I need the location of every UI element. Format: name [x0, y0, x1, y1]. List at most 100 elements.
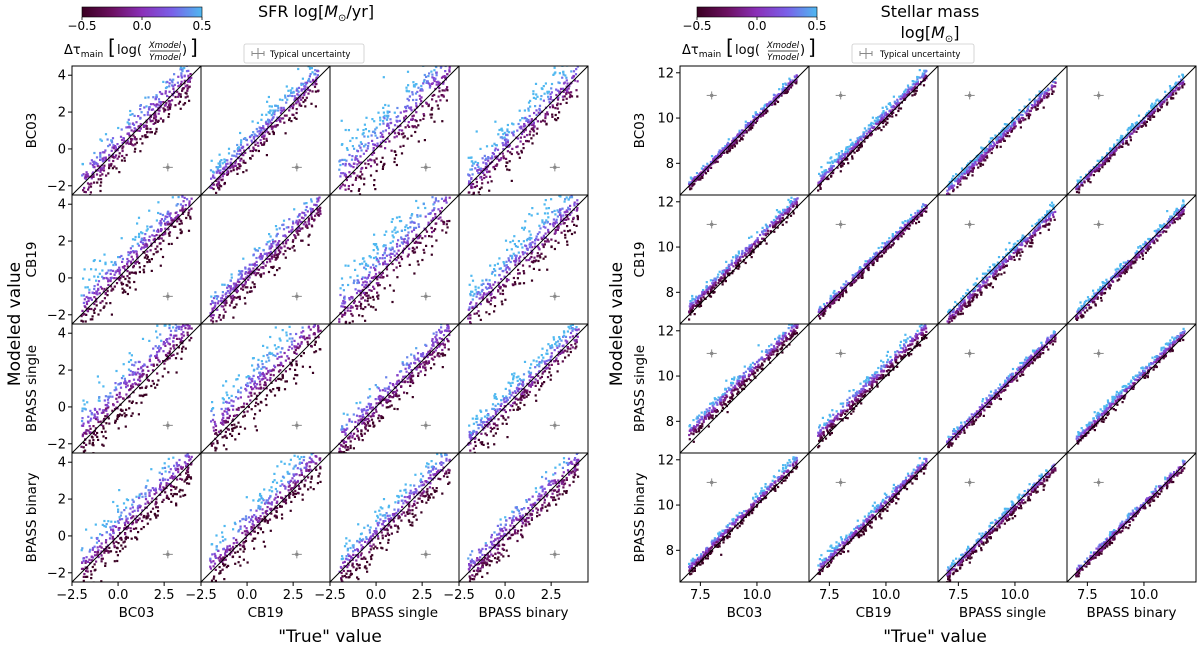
data-point	[512, 276, 515, 280]
data-point	[232, 169, 235, 172]
data-point	[374, 408, 377, 411]
data-point	[270, 125, 273, 128]
data-point	[439, 216, 442, 219]
data-point	[501, 415, 505, 418]
data-point	[529, 130, 532, 133]
data-point	[352, 413, 355, 416]
data-point	[359, 170, 362, 173]
data-point	[167, 232, 171, 235]
data-point	[363, 432, 366, 435]
data-point	[266, 241, 269, 244]
data-point	[89, 185, 93, 188]
data-point	[257, 376, 260, 379]
data-point	[530, 255, 533, 259]
data-point	[436, 104, 439, 107]
data-point	[253, 380, 256, 383]
data-point	[149, 249, 152, 252]
data-point	[178, 326, 181, 329]
data-point	[418, 94, 421, 97]
data-point	[221, 421, 224, 424]
data-point	[446, 89, 449, 92]
data-point	[257, 149, 260, 153]
data-point	[356, 279, 359, 282]
data-point	[371, 295, 375, 298]
data-point	[563, 229, 566, 232]
data-point	[150, 244, 153, 247]
data-point	[113, 165, 116, 168]
data-point	[474, 185, 477, 189]
data-point	[229, 287, 232, 290]
data-point	[504, 143, 507, 146]
data-point	[149, 114, 152, 117]
data-point	[235, 303, 238, 306]
data-point	[536, 95, 539, 98]
data-point	[105, 272, 108, 275]
data-point	[566, 240, 569, 243]
data-point	[381, 133, 384, 136]
data-point	[188, 305, 190, 307]
data-point	[576, 335, 579, 338]
data-point	[176, 203, 179, 206]
data-point	[563, 95, 566, 98]
data-point	[282, 106, 285, 109]
data-point	[356, 174, 359, 177]
data-point	[159, 333, 162, 336]
data-point	[212, 183, 216, 186]
data-point	[341, 197, 343, 199]
data-point	[261, 143, 264, 146]
data-point	[183, 66, 186, 70]
data-point	[344, 312, 347, 315]
data-point	[214, 429, 218, 432]
data-point	[149, 115, 153, 118]
data-point	[372, 276, 375, 279]
data-point	[115, 393, 118, 396]
data-point	[471, 186, 474, 189]
data-point	[251, 120, 254, 123]
data-point	[519, 401, 522, 404]
data-point	[164, 231, 167, 234]
data-point	[355, 414, 359, 417]
data-point	[377, 417, 380, 420]
data-point	[137, 413, 140, 416]
data-point	[429, 190, 431, 192]
data-point	[122, 275, 125, 278]
data-point	[135, 121, 138, 124]
data-point	[278, 117, 281, 120]
y-tick-label: 4	[58, 69, 66, 84]
data-point	[145, 125, 148, 128]
data-point	[376, 252, 379, 255]
data-point	[301, 211, 304, 214]
data-point	[146, 225, 149, 228]
data-point	[493, 168, 497, 171]
data-point	[352, 301, 356, 305]
data-point	[131, 363, 134, 366]
data-point	[117, 427, 120, 430]
data-point	[374, 128, 377, 131]
data-point	[317, 324, 320, 328]
data-point	[363, 421, 366, 424]
data-point	[246, 274, 249, 277]
data-point	[526, 134, 529, 137]
data-point	[251, 149, 254, 153]
data-point	[565, 196, 568, 199]
data-point	[344, 188, 347, 191]
data-point	[443, 48, 445, 50]
data-point	[101, 275, 104, 278]
data-point	[302, 223, 305, 226]
data-point	[497, 284, 501, 287]
data-point	[497, 289, 500, 292]
data-point	[174, 211, 177, 215]
data-point	[131, 383, 134, 386]
data-point	[316, 200, 319, 203]
data-point	[346, 309, 349, 312]
data-point	[413, 354, 416, 357]
data-point	[178, 337, 181, 340]
data-point	[497, 133, 500, 136]
data-point	[90, 182, 93, 185]
data-point	[307, 325, 311, 328]
data-point	[80, 315, 83, 318]
data-point	[400, 152, 404, 155]
data-point	[114, 145, 117, 148]
data-point	[364, 276, 367, 279]
